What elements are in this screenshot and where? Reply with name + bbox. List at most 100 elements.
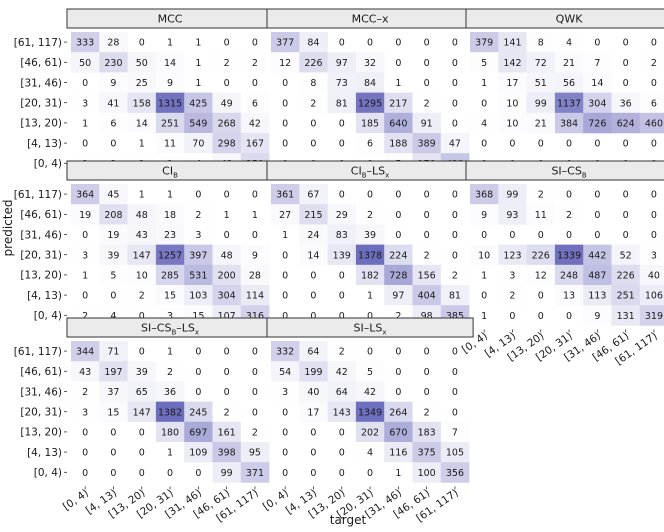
cell-value-label: 0 <box>339 38 345 49</box>
heatmap-cell <box>498 244 527 266</box>
cell-value-label: 0 <box>594 38 600 49</box>
cell-value-label: 0 <box>282 119 288 130</box>
cell-value-label: 18 <box>164 210 176 221</box>
heatmap-cell <box>299 184 328 205</box>
cell-value-label: 3 <box>82 407 88 418</box>
heatmap-cell <box>184 442 213 463</box>
cell-value-label: 389 <box>418 139 436 150</box>
cell-value-label: 9 <box>167 78 173 89</box>
cell-value-label: 251 <box>161 119 179 130</box>
heatmap-cell <box>384 264 413 286</box>
cell-value-label: 0 <box>424 58 430 69</box>
cell-value-label: 0 <box>252 230 258 241</box>
heatmap-cell <box>327 401 357 423</box>
cell-value-label: 728 <box>389 271 407 282</box>
heatmap-cell <box>526 32 556 53</box>
y-tick-label: [31, 46) <box>20 386 62 398</box>
heatmap-cell <box>327 224 357 245</box>
heatmap-cell <box>554 204 584 225</box>
cell-value-label: 0 <box>339 119 345 130</box>
cell-value-label: 21 <box>535 119 547 130</box>
cell-value-label: 50 <box>79 58 91 69</box>
heatmap-cell <box>583 52 612 73</box>
cell-value-label: 43 <box>79 367 91 378</box>
cell-value-label: 19 <box>107 230 119 241</box>
cell-value-label: 42 <box>249 119 261 130</box>
cell-value-label: 332 <box>276 347 294 358</box>
heatmap-cell <box>384 442 413 463</box>
heatmap-cell <box>127 204 157 225</box>
cell-value-label: 0 <box>623 139 629 150</box>
facet-panel: MCC–x 377 84 0 0 0 0 0 12 226 97 32 0 0 0 0 8 73 84 1 0 0 0 2 81… <box>266 8 474 174</box>
heatmap-cell <box>583 264 612 286</box>
cell-value-label: 45 <box>107 190 119 201</box>
cell-value-label: 143 <box>333 407 351 418</box>
heatmap-cell <box>271 224 300 245</box>
heatmap-cell <box>526 244 556 266</box>
cell-value-label: 0 <box>224 38 230 49</box>
cell-value-label: 52 <box>620 250 632 261</box>
heatmap-cell <box>71 381 100 402</box>
cell-value-label: 0 <box>367 38 373 49</box>
heatmap-cell <box>127 133 157 154</box>
cell-value-label: 0 <box>481 230 487 241</box>
cell-value-label: 0 <box>594 139 600 150</box>
heatmap-cell <box>99 361 128 382</box>
cell-value-label: 107 <box>218 311 236 322</box>
heatmap-cell <box>71 52 100 73</box>
heatmap-cell <box>155 381 185 402</box>
cell-value-label: 0 <box>139 468 145 479</box>
heatmap-cell <box>99 32 128 53</box>
cell-value-label: 123 <box>503 250 521 261</box>
heatmap-cell <box>526 52 556 73</box>
heatmap-cell <box>498 264 527 286</box>
heatmap-cell <box>99 381 128 402</box>
heatmap-cell <box>526 72 556 93</box>
y-tick-label: [0, 4) <box>34 158 62 170</box>
cell-value-label: 0 <box>252 38 258 49</box>
cell-value-label: 0 <box>224 190 230 201</box>
cell-value-label: 361 <box>276 190 294 201</box>
cell-value-label: 531 <box>189 271 207 282</box>
heatmap-cell <box>440 421 470 443</box>
cell-value-label: 0 <box>110 468 116 479</box>
cell-value-label: 0 <box>651 139 657 150</box>
cell-value-label: 1137 <box>557 98 581 109</box>
cell-value-label: 25 <box>136 78 148 89</box>
cell-value-label: 197 <box>104 367 122 378</box>
cell-value-label: 0 <box>651 210 657 221</box>
heatmap-cell <box>355 224 385 245</box>
heatmap-cell <box>327 341 357 362</box>
cell-value-label: 0 <box>282 448 288 459</box>
heatmap-cell <box>498 72 527 93</box>
cell-value-label: 142 <box>503 58 521 69</box>
cell-value-label: 304 <box>588 98 606 109</box>
cell-value-label: 2 <box>424 250 430 261</box>
cell-value-label: 624 <box>617 119 635 130</box>
heatmap-cell <box>212 133 242 154</box>
cell-value-label: 41 <box>107 98 119 109</box>
cell-value-label: 0 <box>452 250 458 261</box>
cell-value-label: 28 <box>249 271 261 282</box>
cell-value-label: 9 <box>252 250 258 261</box>
heatmap-cell <box>155 184 185 205</box>
cell-value-label: 0 <box>623 210 629 221</box>
cell-value-label: 697 <box>189 428 207 439</box>
heatmap-cell <box>355 381 385 402</box>
cell-value-label: 156 <box>418 271 436 282</box>
cell-value-label: 139 <box>333 250 351 261</box>
cell-value-label: 375 <box>418 448 436 459</box>
heatmap-cell <box>470 52 499 73</box>
cell-value-label: 109 <box>189 448 207 459</box>
heatmap-cell <box>240 92 270 114</box>
cell-value-label: 0 <box>195 387 201 398</box>
cell-value-label: 2 <box>566 210 572 221</box>
cell-value-label: 0 <box>195 347 201 358</box>
y-tick-label: [46, 61) <box>20 366 62 378</box>
heatmap-cell <box>583 244 612 266</box>
cell-value-label: 385 <box>446 311 464 322</box>
cell-value-label: 0 <box>424 367 430 378</box>
heatmap-cell <box>299 52 328 73</box>
heatmap-cell <box>155 112 185 134</box>
cell-value-label: 0 <box>82 139 88 150</box>
